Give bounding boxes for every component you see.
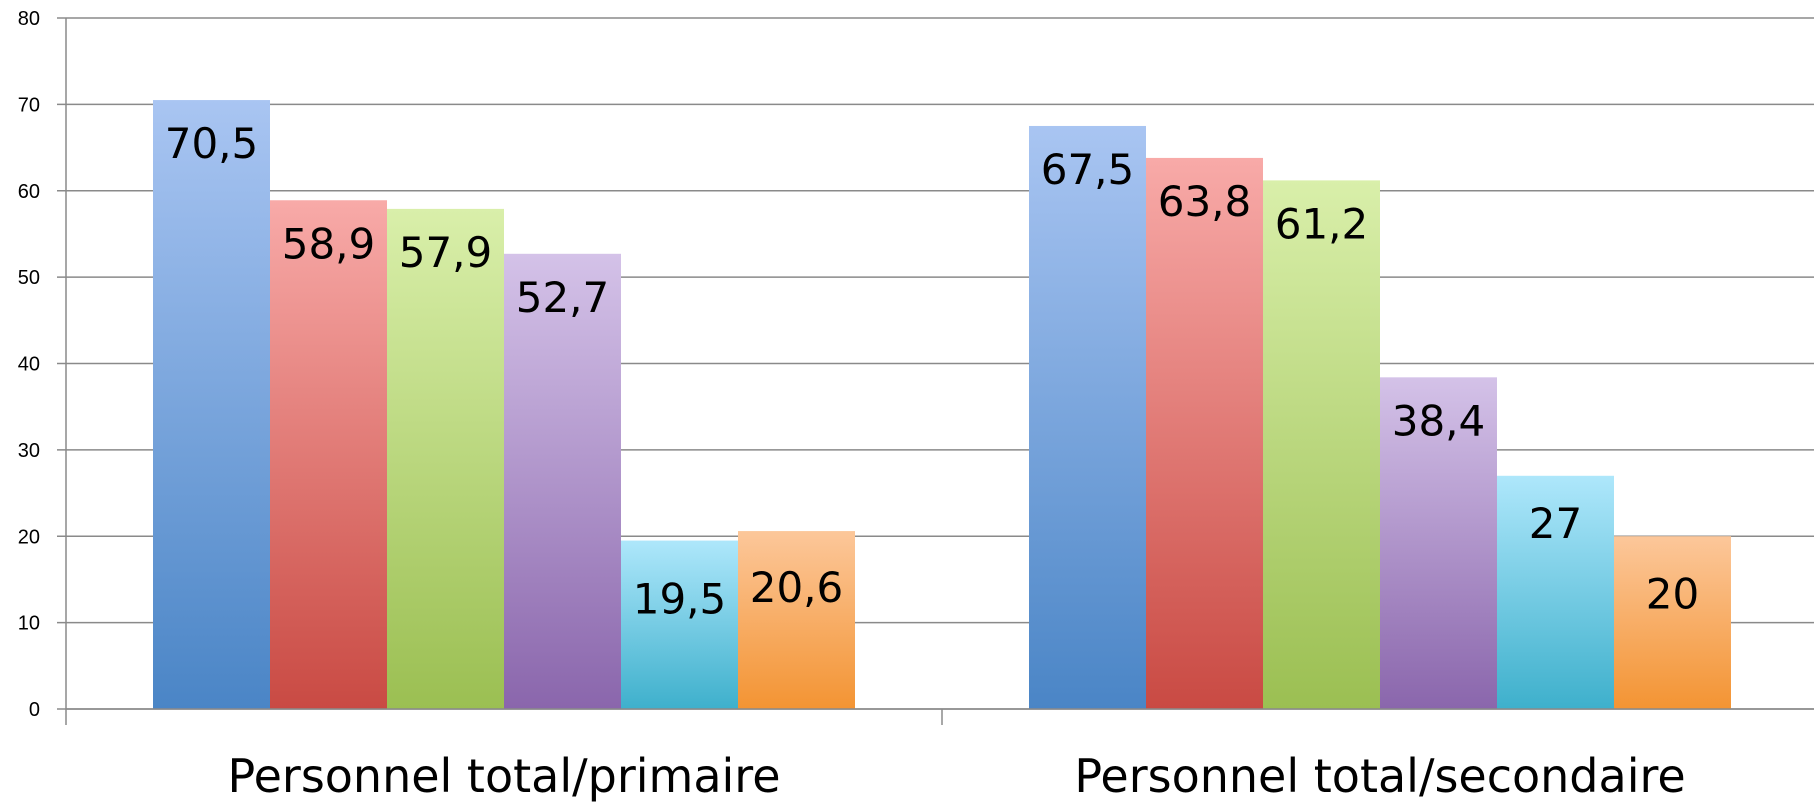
category-label: Personnel total/primaire: [228, 749, 781, 803]
y-tick-label: 0: [29, 699, 40, 721]
y-tick-label: 10: [18, 613, 40, 635]
data-label: 61,2: [1275, 199, 1369, 248]
data-label: 67,5: [1041, 145, 1135, 194]
bar-s5-c1: [621, 540, 738, 709]
data-label: 20,6: [750, 563, 844, 612]
data-label: 38,4: [1392, 396, 1486, 445]
bar-s3-c1: [387, 208, 504, 710]
data-label: 70,5: [165, 119, 259, 168]
bar-s2-c1: [270, 200, 387, 709]
bar-s1-c2: [1029, 125, 1146, 709]
data-label: 52,7: [516, 273, 610, 322]
data-label: 57,9: [399, 228, 493, 277]
data-label: 58,9: [282, 219, 376, 268]
y-axis: 0 10 20 30 40 50 60 70 80: [18, 8, 67, 725]
bar-s1-c1: [153, 100, 270, 709]
y-tick-label: 70: [18, 94, 40, 116]
data-labels: 70,5 58,9 57,9 52,7 19,5 20,6 67,5 63,8 61,2 38,4…: [165, 119, 1699, 623]
y-tick-label: 40: [18, 354, 40, 376]
bar-s6-c1: [738, 531, 855, 709]
bar-s3-c2: [1263, 180, 1380, 709]
y-tick-label: 80: [18, 8, 40, 30]
y-tick-label: 30: [18, 440, 40, 462]
data-label: 63,8: [1158, 177, 1252, 226]
data-label: 19,5: [633, 574, 727, 623]
bar-s5-c2: [1497, 475, 1614, 709]
data-label: 27: [1529, 499, 1582, 548]
data-label: 20: [1646, 569, 1699, 618]
x-axis: Personnel total/primaire Personnel total/…: [66, 708, 1814, 803]
category-label: Personnel total/secondaire: [1074, 749, 1685, 803]
bar-s4-c1: [504, 253, 621, 709]
y-tick-label: 50: [18, 267, 40, 289]
bar-s4-c2: [1380, 377, 1497, 709]
bars: [153, 100, 1731, 710]
y-tick-label: 20: [18, 526, 40, 548]
bar-s2-c2: [1146, 157, 1263, 710]
y-tick-label: 60: [18, 181, 40, 203]
bar-s6-c2: [1614, 536, 1731, 709]
